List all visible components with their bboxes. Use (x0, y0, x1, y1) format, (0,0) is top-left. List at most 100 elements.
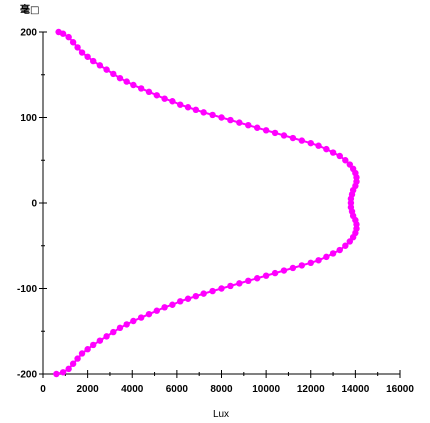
data-point (245, 277, 252, 285)
data-point (298, 137, 306, 144)
data-point (145, 310, 153, 318)
data-point (90, 57, 97, 65)
data-point (65, 365, 72, 373)
data-point (123, 78, 130, 85)
data-point (130, 317, 137, 325)
data-point (96, 62, 104, 69)
x-tick-label: 2000 (77, 384, 100, 395)
data-point (78, 350, 86, 357)
x-tick-label: 12000 (297, 384, 325, 395)
data-point (78, 49, 86, 56)
data-point (161, 95, 168, 102)
data-point (110, 70, 117, 78)
data-point (254, 124, 261, 131)
data-point (184, 104, 192, 111)
y-axis-unit-label: 毫□ (20, 3, 39, 16)
y-tick-label: 100 (20, 113, 37, 124)
data-point (271, 129, 279, 137)
y-tick-label: -200 (17, 370, 37, 381)
data-point (69, 360, 77, 367)
data-point (307, 139, 314, 147)
data-point (342, 157, 349, 164)
data-point (110, 328, 117, 336)
x-tick-label: 16000 (386, 384, 414, 395)
data-point (323, 145, 330, 153)
data-point (245, 121, 252, 129)
data-point (298, 262, 306, 269)
data-point (200, 290, 207, 297)
data-point (177, 298, 184, 305)
data-point (177, 101, 184, 108)
data-point (169, 98, 176, 105)
x-axis-title: Lux (213, 409, 229, 420)
data-point (236, 119, 243, 126)
data-point (209, 111, 216, 119)
data-point (137, 314, 145, 321)
y-tick-label: 200 (20, 28, 37, 39)
data-point (289, 134, 297, 142)
data-point (153, 307, 160, 314)
data-point (137, 85, 145, 92)
data-point (271, 269, 279, 277)
data-point (336, 246, 343, 254)
data-point (84, 346, 91, 353)
data-point (200, 109, 207, 116)
data-point (329, 149, 337, 156)
data-point (280, 132, 288, 139)
data-point (90, 341, 97, 349)
data-point (65, 33, 72, 41)
data-point (192, 106, 200, 114)
data-point (123, 321, 130, 328)
data-point (192, 292, 200, 300)
x-tick-label: 0 (40, 384, 46, 395)
data-point (315, 257, 322, 264)
x-tick-label: 8000 (210, 384, 233, 395)
data-point (69, 39, 77, 46)
data-point (184, 295, 192, 302)
data-point (84, 53, 91, 60)
x-tick-label: 10000 (252, 384, 280, 395)
data-point (55, 28, 62, 36)
data-point (153, 92, 160, 99)
data-point (218, 114, 225, 121)
data-point (130, 81, 137, 89)
data-point (346, 161, 353, 168)
data-point (103, 66, 110, 73)
data-point (103, 333, 110, 340)
data-point (289, 264, 297, 272)
data-points (53, 28, 360, 378)
data-point (342, 242, 349, 249)
data-point (254, 275, 261, 282)
data-point (218, 285, 225, 292)
x-tick-label: 14000 (341, 384, 369, 395)
data-point (161, 304, 168, 311)
data-point (145, 88, 153, 96)
data-point (227, 282, 234, 290)
data-point (53, 370, 60, 378)
data-point (116, 74, 124, 82)
y-tick-label: 0 (31, 199, 37, 210)
series-line (56, 31, 358, 375)
data-point (262, 127, 270, 134)
x-tick-label: 4000 (121, 384, 144, 395)
data-point (59, 369, 67, 376)
data-point (74, 44, 81, 51)
data-point (74, 355, 81, 362)
data-point (262, 272, 270, 279)
data-point (336, 152, 343, 160)
data-point (96, 337, 104, 344)
data-point (329, 250, 337, 257)
data-point (169, 301, 176, 308)
data-point (323, 253, 330, 261)
data-point (116, 324, 124, 332)
data-point (236, 280, 243, 287)
data-point (227, 116, 234, 124)
data-point (209, 287, 216, 295)
data-point (315, 142, 322, 149)
data-point (280, 267, 288, 274)
data-point (307, 259, 314, 267)
y-tick-label: -100 (17, 284, 37, 295)
x-tick-label: 6000 (166, 384, 189, 395)
